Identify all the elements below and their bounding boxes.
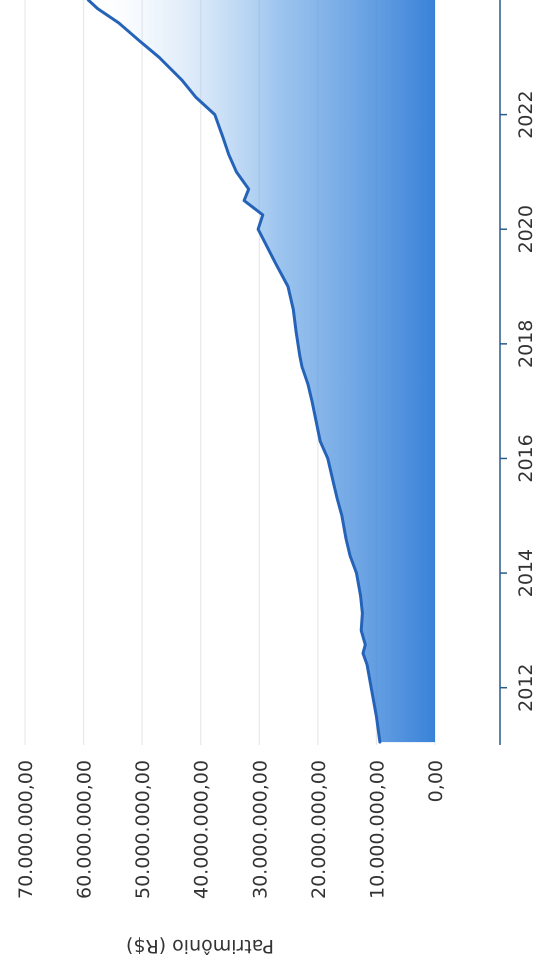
- series-line: [86, 0, 382, 744]
- x-tick-label: 2020: [515, 205, 537, 253]
- x-axis-ticks: 2012 2014 2016 2018 2020 2022: [500, 90, 537, 712]
- y-axis-title: Patrimônio (R$): [126, 935, 274, 957]
- y-tick-label: 0,00: [425, 760, 447, 802]
- x-tick-label: 2012: [515, 664, 537, 712]
- y-axis-ticks: 0,00 10.000.000,00 20.000.000,00 30.000.000…: [15, 760, 447, 899]
- y-tick-label: 60.000.000,00: [74, 760, 96, 899]
- y-tick-label: 50.000.000,00: [132, 760, 154, 899]
- area-fill: [88, 0, 436, 743]
- x-tick-label: 2022: [515, 90, 537, 138]
- y-tick-label: 10.000.000,00: [366, 760, 388, 899]
- x-tick-label: 2018: [515, 320, 537, 368]
- y-tick-label: 20.000.000,00: [308, 760, 330, 899]
- y-tick-label: 30.000.000,00: [249, 760, 271, 899]
- x-tick-label: 2014: [515, 549, 537, 597]
- x-tick-label: 2016: [515, 434, 537, 482]
- y-tick-label: 40.000.000,00: [191, 760, 213, 899]
- y-tick-label: 70.000.000,00: [15, 760, 37, 899]
- area-layer: [86, 0, 436, 744]
